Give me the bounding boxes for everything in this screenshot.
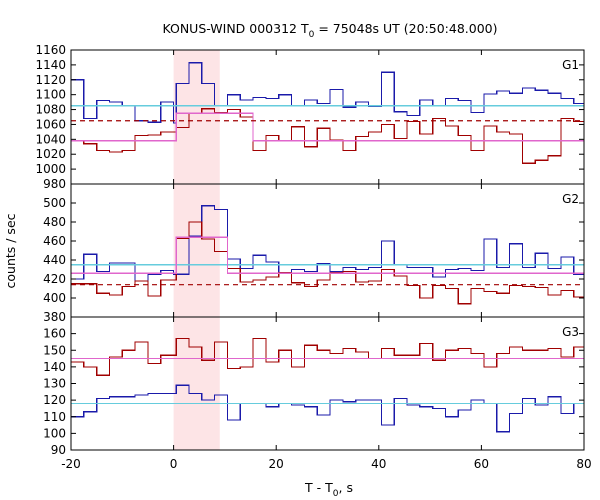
y-tick-label: 1160	[35, 43, 66, 57]
y-tick-label: 140	[43, 360, 66, 374]
series-dark_red-g2	[71, 221, 584, 305]
highlight-interval	[173, 184, 220, 317]
panel-label: G2	[562, 192, 579, 206]
panel-g3: 90 100 110 120 130 140 150 160 -20 0 20 40 60 80 G3	[43, 316, 592, 471]
series-dark_red-g1	[71, 108, 584, 164]
y-tick-label: 1140	[35, 58, 66, 72]
y-tick-label: 980	[43, 177, 66, 191]
y-tick-label: 120	[43, 393, 66, 407]
series-dark_blue-g1	[71, 62, 584, 124]
highlight-interval	[173, 317, 220, 450]
series-pink-g1	[71, 112, 584, 142]
series-dark_red-g3	[71, 338, 584, 376]
y-tick-label: 1080	[35, 103, 66, 117]
y-tick-label: 1000	[35, 162, 66, 176]
panel-label: G1	[562, 58, 579, 72]
x-tick-label: 40	[371, 457, 386, 471]
y-tick-label: 460	[43, 234, 66, 248]
panel-label: G3	[562, 325, 579, 339]
panel-frame	[70, 183, 585, 318]
y-tick-label: 160	[43, 327, 66, 341]
y-tick-label: 500	[43, 196, 66, 210]
x-tick-label: 80	[576, 457, 591, 471]
y-tick-label: 1100	[35, 88, 66, 102]
panel-frame	[70, 316, 585, 451]
x-tick-label: 60	[474, 457, 489, 471]
y-tick-label: 440	[43, 253, 66, 267]
y-tick-label: 90	[51, 443, 66, 457]
panel-g2: 380 400 420 440 460 480 500 G2	[43, 183, 585, 324]
y-tick-label: 130	[43, 377, 66, 391]
panel-frame	[70, 49, 585, 185]
y-tick-label: 420	[43, 272, 66, 286]
y-tick-label: 1040	[35, 132, 66, 146]
chart-title: KONUS-WIND 000312 T0 = 75048s UT (20:50:…	[162, 21, 497, 40]
x-tick-label: -20	[61, 457, 81, 471]
series-dark_blue-g2	[71, 205, 584, 282]
y-tick-label: 480	[43, 215, 66, 229]
y-tick-label: 100	[43, 426, 66, 440]
y-tick-label: 400	[43, 291, 66, 305]
series-pink-g2	[71, 236, 584, 274]
y-tick-label: 1060	[35, 117, 66, 131]
x-tick-label: 0	[170, 457, 178, 471]
y-tick-label: 110	[43, 410, 66, 424]
y-tick-label: 150	[43, 343, 66, 357]
x-tick-label: 20	[269, 457, 284, 471]
y-tick-label: 1020	[35, 147, 66, 161]
x-axis-label: T - T0, s	[304, 480, 353, 499]
y-tick-label: 380	[43, 310, 66, 324]
y-axis-label: counts / sec	[3, 213, 18, 288]
series-dark_blue-g3	[71, 384, 584, 433]
highlight-interval	[173, 50, 220, 184]
y-tick-label: 1120	[35, 73, 66, 87]
